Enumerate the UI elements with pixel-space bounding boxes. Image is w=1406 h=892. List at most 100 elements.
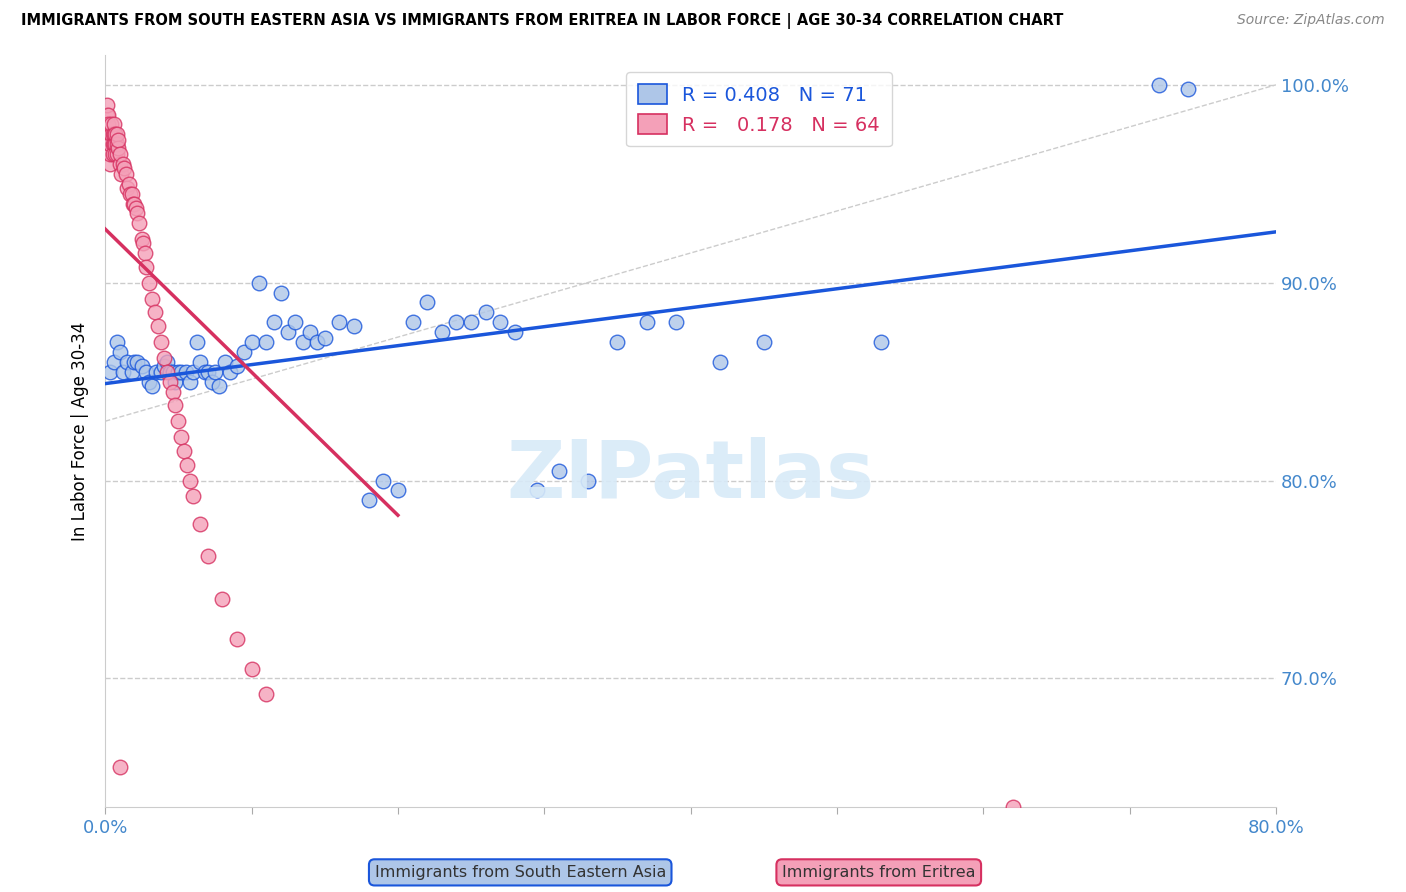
Point — [115, 355, 138, 369]
Point — [131, 359, 153, 373]
Point — [149, 365, 172, 379]
Point — [149, 334, 172, 349]
Point — [107, 141, 129, 155]
Point — [114, 167, 136, 181]
Point — [291, 334, 314, 349]
Point — [138, 375, 160, 389]
Point — [167, 365, 190, 379]
Point — [665, 315, 688, 329]
Point — [107, 133, 129, 147]
Point — [240, 334, 263, 349]
Point — [141, 292, 163, 306]
Point — [343, 319, 366, 334]
Point — [430, 325, 453, 339]
Text: ZIPatlas: ZIPatlas — [506, 437, 875, 516]
Point — [96, 107, 118, 121]
Point — [104, 137, 127, 152]
Point — [1177, 82, 1199, 96]
Point — [104, 128, 127, 142]
Point — [179, 474, 201, 488]
Point — [270, 285, 292, 300]
Point — [1001, 800, 1024, 814]
Point — [105, 334, 128, 349]
Point — [111, 157, 134, 171]
Point — [121, 186, 143, 201]
Point — [284, 315, 307, 329]
Point — [240, 661, 263, 675]
Point — [105, 137, 128, 152]
Point — [752, 334, 775, 349]
Point — [145, 365, 167, 379]
Point — [357, 493, 380, 508]
Point — [173, 443, 195, 458]
Point — [98, 365, 121, 379]
Point — [127, 355, 149, 369]
Point — [194, 365, 217, 379]
Point — [128, 216, 150, 230]
Point — [170, 365, 193, 379]
Point — [134, 246, 156, 260]
Point — [197, 549, 219, 563]
Point — [373, 474, 395, 488]
Point — [186, 334, 208, 349]
Point — [115, 180, 138, 194]
Point — [314, 331, 336, 345]
Point — [1147, 78, 1170, 92]
Point — [474, 305, 496, 319]
Point — [159, 375, 181, 389]
Point — [100, 128, 122, 142]
Point — [226, 632, 249, 646]
Point — [460, 315, 482, 329]
Point — [138, 276, 160, 290]
Point — [188, 517, 211, 532]
Legend: R = 0.408   N = 71, R =   0.178   N = 64: R = 0.408 N = 71, R = 0.178 N = 64 — [626, 72, 891, 146]
Point — [127, 206, 149, 220]
Point — [135, 365, 157, 379]
Point — [105, 147, 128, 161]
Point — [247, 276, 270, 290]
Point — [547, 464, 569, 478]
Point — [188, 355, 211, 369]
Point — [103, 117, 125, 131]
Point — [170, 430, 193, 444]
Point — [233, 345, 256, 359]
Point — [98, 147, 121, 161]
Point — [254, 687, 277, 701]
Point — [122, 196, 145, 211]
Point — [181, 489, 204, 503]
Point — [197, 365, 219, 379]
Point — [103, 137, 125, 152]
Point — [135, 260, 157, 274]
Point — [156, 355, 179, 369]
Point — [108, 760, 131, 774]
Point — [328, 315, 350, 329]
Point — [387, 483, 409, 498]
Point — [124, 355, 146, 369]
Point — [97, 107, 120, 121]
Point — [120, 186, 142, 201]
Point — [162, 365, 184, 379]
Point — [125, 201, 148, 215]
Point — [98, 137, 121, 152]
Point — [103, 128, 125, 142]
Point — [124, 196, 146, 211]
Point — [165, 398, 187, 412]
Text: Source: ZipAtlas.com: Source: ZipAtlas.com — [1237, 13, 1385, 28]
Point — [101, 137, 124, 152]
Point — [176, 458, 198, 472]
Point — [214, 355, 236, 369]
Point — [263, 315, 285, 329]
Text: IMMIGRANTS FROM SOUTH EASTERN ASIA VS IMMIGRANTS FROM ERITREA IN LABOR FORCE | A: IMMIGRANTS FROM SOUTH EASTERN ASIA VS IM… — [21, 13, 1063, 29]
Point — [98, 157, 121, 171]
Point — [307, 334, 329, 349]
Point — [108, 157, 131, 171]
Point — [152, 351, 174, 365]
Point — [416, 295, 439, 310]
Point — [96, 97, 118, 112]
Point — [489, 315, 512, 329]
Point — [100, 117, 122, 131]
Point — [204, 365, 226, 379]
Point — [277, 325, 299, 339]
Point — [606, 334, 628, 349]
Point — [208, 378, 231, 392]
